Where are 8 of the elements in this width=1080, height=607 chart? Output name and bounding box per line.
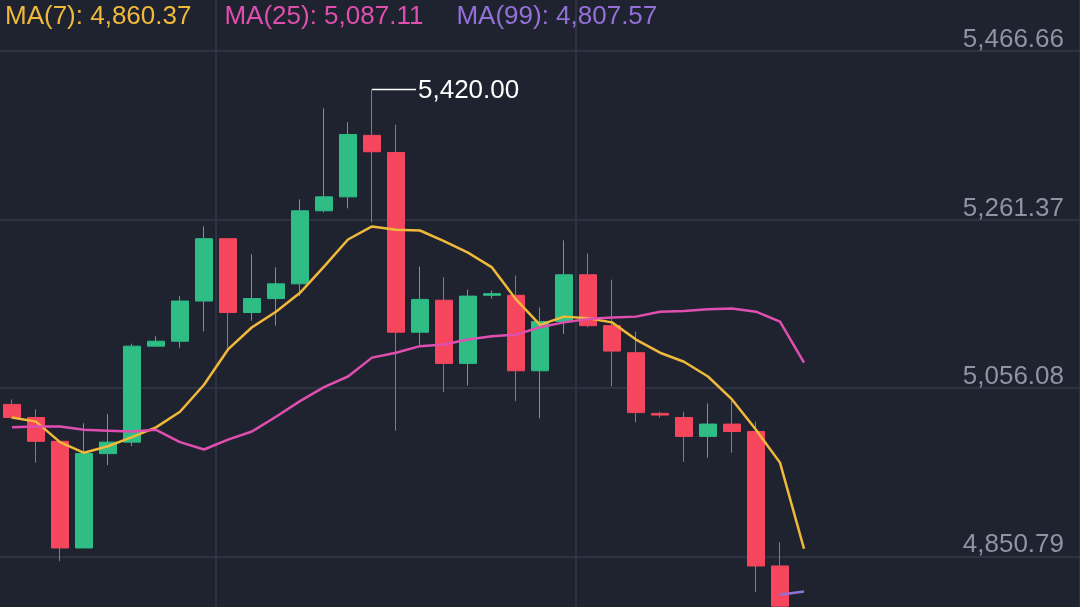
y-tick-label: 5,261.37 <box>962 191 1064 222</box>
text: MA(25): 5,087.11 <box>224 0 424 30</box>
y-tick-label: 4,850.79 <box>962 528 1064 559</box>
text: MA(7): 4,860.37 <box>5 0 192 30</box>
text: MA(99): 4,807.57 <box>456 0 658 30</box>
y-tick-label: 5,466.66 <box>962 23 1064 54</box>
annotation: 5,420.00 <box>418 74 520 105</box>
y-tick-label: 5,056.08 <box>962 359 1064 390</box>
